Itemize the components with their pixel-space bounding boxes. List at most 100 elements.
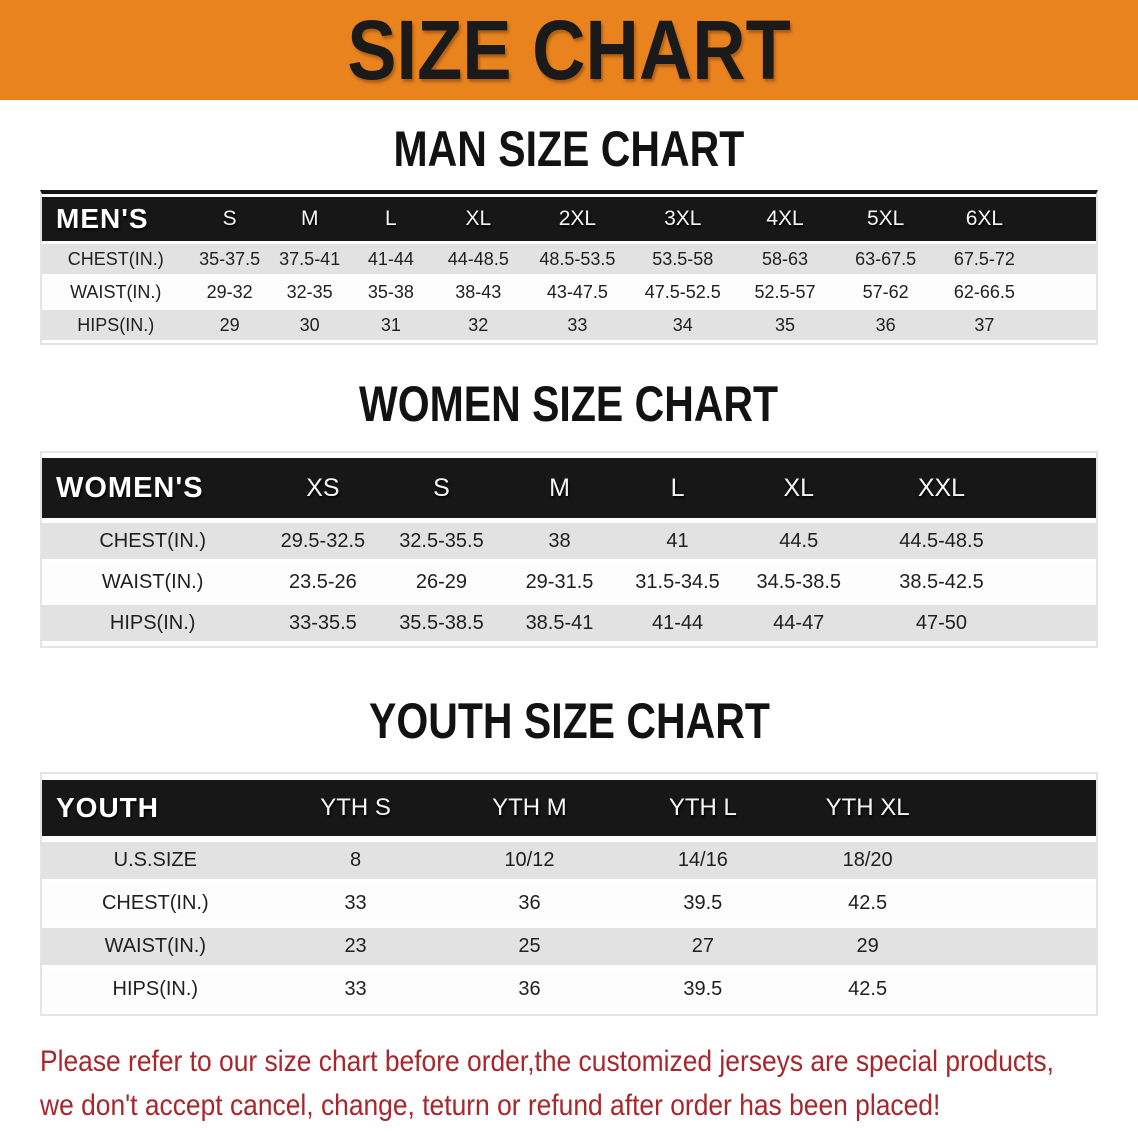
size-value-cell: 62-66.5 (936, 277, 1096, 307)
size-value-cell: 41-44 (349, 244, 432, 274)
size-value-cell: 29 (789, 928, 1096, 965)
size-column-header: XXL (860, 458, 1096, 518)
size-value-cell: 18/20 (789, 842, 1096, 879)
size-value-cell: 44.5-48.5 (860, 523, 1096, 559)
size-value-cell: 25 (442, 928, 617, 965)
mens-size-table: MEN'S S M L XL 2XL 3XL 4XL 5XL 6XL CHEST(IN.) 35-37… (42, 194, 1096, 343)
size-column-header: S (189, 197, 270, 241)
size-value-cell: 53.5-58 (630, 244, 736, 274)
measurement-row: WAIST(IN.) 23 25 27 29 (42, 928, 1096, 965)
size-value-cell: 29 (189, 310, 270, 340)
size-value-cell: 44.5 (736, 523, 861, 559)
size-header-row: YOUTH YTH S YTH M YTH L YTH XL (42, 780, 1096, 836)
size-value-cell: 29.5-32.5 (263, 523, 383, 559)
size-value-cell: 10/12 (442, 842, 617, 879)
mens-chart-heading: MAN SIZE CHART (393, 121, 745, 177)
size-value-cell: 47-50 (860, 605, 1096, 641)
size-value-cell: 35-38 (349, 277, 432, 307)
size-value-cell: 33 (524, 310, 631, 340)
size-column-header: 6XL (936, 197, 1096, 241)
size-value-cell: 34 (630, 310, 736, 340)
size-value-cell: 38.5-41 (500, 605, 619, 641)
banner: SIZE CHART (0, 0, 1138, 100)
size-value-cell: 42.5 (789, 971, 1096, 1008)
size-value-cell: 33 (268, 971, 443, 1008)
size-value-cell: 34.5-38.5 (736, 564, 861, 600)
size-value-cell: 48.5-53.5 (524, 244, 631, 274)
size-column-header: 2XL (524, 197, 631, 241)
size-value-cell: 36 (442, 971, 617, 1008)
measurement-row-label: WAIST(IN.) (42, 564, 264, 600)
measurement-row-label: HIPS(IN.) (42, 310, 190, 340)
size-column-header: S (382, 458, 501, 518)
size-column-header: YTH M (442, 780, 617, 836)
page-title: SIZE CHART (347, 3, 791, 97)
womens-table-wrap: WOMEN'S XS S M L XL XXL CHEST(IN.) 29.5-32.5 32.5… (40, 451, 1098, 648)
size-value-cell: 41-44 (618, 605, 737, 641)
size-column-header: 5XL (834, 197, 937, 241)
measurement-row: HIPS(IN.) 33-35.5 35.5-38.5 38.5-41 41-44 44-… (42, 605, 1096, 641)
size-column-header: XL (736, 458, 861, 518)
size-value-cell: 41 (618, 523, 737, 559)
size-value-cell: 67.5-72 (936, 244, 1096, 274)
size-value-cell: 44-48.5 (431, 244, 525, 274)
size-value-cell: 43-47.5 (524, 277, 631, 307)
size-value-cell: 23 (268, 928, 443, 965)
size-value-cell: 57-62 (834, 277, 937, 307)
size-value-cell: 58-63 (735, 244, 835, 274)
order-policy-note: Please refer to our size chart before or… (40, 1040, 1098, 1127)
size-value-cell: 8 (268, 842, 443, 879)
size-value-cell: 26-29 (382, 564, 501, 600)
size-value-cell: 42.5 (789, 885, 1096, 922)
measurement-row-label: CHEST(IN.) (42, 244, 190, 274)
measurement-row-label: CHEST(IN.) (42, 885, 269, 922)
youth-table-wrap: YOUTH YTH S YTH M YTH L YTH XL U.S.SIZE 8 10/12… (40, 772, 1098, 1016)
measurement-row-label: CHEST(IN.) (42, 523, 264, 559)
size-value-cell: 14/16 (616, 842, 790, 879)
size-value-cell: 36 (834, 310, 937, 340)
measurement-row: U.S.SIZE 8 10/12 14/16 18/20 (42, 842, 1096, 879)
measurement-row-label: WAIST(IN.) (42, 928, 269, 965)
womens-chart-heading: WOMEN SIZE CHART (359, 376, 779, 432)
size-value-cell: 30 (269, 310, 350, 340)
table-category-header: YOUTH (42, 780, 269, 836)
size-value-cell: 63-67.5 (834, 244, 937, 274)
size-value-cell: 38-43 (431, 277, 525, 307)
measurement-row: CHEST(IN.) 33 36 39.5 42.5 (42, 885, 1096, 922)
size-value-cell: 39.5 (616, 885, 790, 922)
size-column-header: M (500, 458, 619, 518)
youth-section: YOUTH SIZE CHART YOUTH YTH S YTH M YTH L YTH … (0, 696, 1138, 1016)
size-value-cell: 37 (936, 310, 1096, 340)
youth-size-table: YOUTH YTH S YTH M YTH L YTH XL U.S.SIZE 8 10/12… (42, 774, 1096, 1014)
size-value-cell: 33-35.5 (263, 605, 383, 641)
size-value-cell: 33 (268, 885, 443, 922)
youth-chart-heading: YOUTH SIZE CHART (368, 693, 770, 749)
size-value-cell: 39.5 (616, 971, 790, 1008)
policy-line-1: Please refer to our size chart before or… (40, 1045, 1054, 1078)
size-column-header: YTH L (616, 780, 790, 836)
mens-table-wrap: MEN'S S M L XL 2XL 3XL 4XL 5XL 6XL CHEST(IN.) 35-37… (40, 190, 1098, 345)
size-header-row: MEN'S S M L XL 2XL 3XL 4XL 5XL 6XL (42, 197, 1096, 241)
measurement-row: HIPS(IN.) 29 30 31 32 33 34 35 36 37 (42, 310, 1096, 340)
size-value-cell: 35 (735, 310, 835, 340)
measurement-row: WAIST(IN.) 29-32 32-35 35-38 38-43 43-47.5 47.… (42, 277, 1096, 307)
policy-line-2: we don't accept cancel, change, teturn o… (40, 1088, 941, 1122)
measurement-row: CHEST(IN.) 29.5-32.5 32.5-35.5 38 41 44.5 44.5… (42, 523, 1096, 559)
mens-section: MAN SIZE CHART MEN'S S M L XL 2XL 3XL 4XL 5XL 6XL C… (0, 124, 1138, 345)
size-value-cell: 32 (431, 310, 525, 340)
table-category-header: MEN'S (42, 197, 190, 241)
measurement-row: WAIST(IN.) 23.5-26 26-29 29-31.5 31.5-34.5 34… (42, 564, 1096, 600)
size-value-cell: 29-31.5 (500, 564, 619, 600)
womens-section: WOMEN SIZE CHART WOMEN'S XS S M L XL XXL CHEST(I… (0, 379, 1138, 648)
size-value-cell: 38 (500, 523, 619, 559)
table-category-header: WOMEN'S (42, 458, 264, 518)
size-value-cell: 35-37.5 (189, 244, 270, 274)
size-column-header: YTH XL (789, 780, 1096, 836)
size-value-cell: 52.5-57 (735, 277, 835, 307)
size-column-header: YTH S (268, 780, 443, 836)
size-column-header: 4XL (735, 197, 835, 241)
measurement-row-label: HIPS(IN.) (42, 971, 269, 1008)
size-value-cell: 36 (442, 885, 617, 922)
size-value-cell: 31 (349, 310, 432, 340)
